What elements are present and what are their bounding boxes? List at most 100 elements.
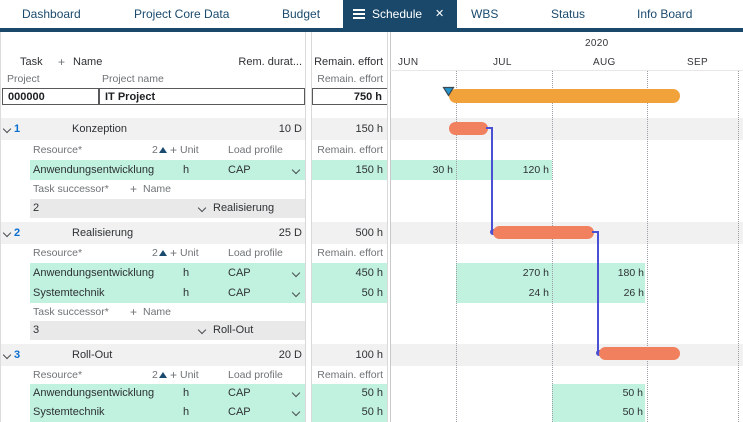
allocation-value[interactable]: 50 h	[622, 406, 643, 418]
project-effort-input[interactable]	[312, 88, 388, 105]
task-effort[interactable]: 500 h	[355, 227, 383, 239]
successor-name[interactable]: Realisierung	[213, 202, 275, 214]
successor-number[interactable]: 3	[33, 324, 40, 336]
tab-budget[interactable]: Budget	[282, 7, 321, 21]
load-profile-column-label: Load profile	[228, 369, 283, 381]
resource-name[interactable]: Anwendungsentwicklung	[33, 267, 155, 279]
resource-load-profile[interactable]: CAP	[228, 387, 251, 399]
unit-column-label: Unit	[180, 369, 199, 381]
column-header-name[interactable]: Name	[73, 56, 103, 68]
add-resource-button[interactable]: +	[170, 143, 178, 157]
project-input-row	[0, 87, 743, 106]
sort-ascending-icon[interactable]	[159, 372, 167, 378]
resource-row: Anwendungsentwicklung h CAP 450 h	[0, 263, 743, 283]
add-task-button[interactable]: +	[58, 55, 66, 69]
task-effort[interactable]: 100 h	[355, 349, 383, 361]
add-resource-button[interactable]: +	[170, 246, 178, 260]
resource-row-background	[312, 160, 388, 180]
allocation-value[interactable]: 26 h	[623, 287, 644, 299]
tab-wbs[interactable]: WBS	[471, 7, 499, 21]
task-row-background	[312, 344, 388, 366]
task-duration[interactable]: 25 D	[278, 227, 302, 239]
sort-ascending-icon[interactable]	[159, 250, 167, 256]
task-name[interactable]: Realisierung	[72, 227, 134, 239]
resource-unit[interactable]: h	[183, 287, 190, 299]
sort-ascending-icon[interactable]	[159, 147, 167, 153]
tab-dashboard[interactable]: Dashboard	[22, 7, 81, 21]
table-gantt-divider[interactable]	[387, 32, 391, 422]
column-divider[interactable]	[305, 32, 312, 422]
close-icon[interactable]: ✕	[435, 8, 445, 20]
resource-row: Systemtechnik h CAP 50 h	[0, 283, 743, 303]
tab-status[interactable]: Status	[551, 7, 586, 21]
successor-name-label: Name	[143, 183, 172, 195]
gantt-month-label: SEP	[687, 57, 708, 68]
column-header-effort[interactable]: Remain. effort	[314, 56, 383, 68]
tab-schedule-label: Schedule	[372, 7, 423, 21]
resource-effort[interactable]: 50 h	[361, 287, 383, 299]
resource-name[interactable]: Anwendungsentwicklung	[33, 164, 155, 176]
column-header-task[interactable]: Task	[20, 56, 43, 68]
gantt-bar-project[interactable]	[449, 89, 680, 103]
task-number[interactable]: 2	[14, 227, 21, 239]
resource-unit[interactable]: h	[183, 406, 190, 418]
task-name[interactable]: Konzeption	[72, 123, 128, 135]
allocation-value[interactable]: 50 h	[622, 387, 643, 399]
resource-unit[interactable]: h	[183, 267, 190, 279]
resource-name[interactable]: Systemtechnik	[33, 287, 105, 299]
resource-name[interactable]: Systemtechnik	[33, 406, 105, 418]
task-duration[interactable]: 10 D	[278, 123, 302, 135]
resource-load-profile[interactable]: CAP	[228, 164, 251, 176]
resource-effort[interactable]: 150 h	[355, 164, 383, 176]
task-effort[interactable]: 150 h	[355, 123, 383, 135]
menu-icon[interactable]	[353, 9, 365, 19]
task-number[interactable]: 1	[14, 123, 21, 135]
tab-info-board[interactable]: Info Board	[637, 7, 693, 21]
add-successor-button[interactable]: +	[130, 182, 138, 196]
resource-row-background	[312, 384, 388, 403]
successor-name[interactable]: Roll-Out	[213, 324, 254, 336]
sort-count[interactable]: 2	[152, 369, 158, 381]
resource-unit[interactable]: h	[183, 164, 190, 176]
resource-load-profile[interactable]: CAP	[228, 287, 251, 299]
task-row-background	[0, 118, 305, 140]
resource-unit[interactable]: h	[183, 387, 190, 399]
task-duration[interactable]: 20 D	[278, 349, 302, 361]
project-id-input[interactable]	[2, 88, 99, 105]
allocation-value[interactable]: 120 h	[522, 164, 549, 176]
resource-load-profile[interactable]: CAP	[228, 267, 251, 279]
gantt-bar-konzeption[interactable]	[449, 122, 488, 135]
project-name-input[interactable]	[99, 88, 305, 105]
allocation-value[interactable]: 30 h	[432, 164, 453, 176]
sort-count[interactable]: 2	[152, 144, 158, 156]
allocation-value[interactable]: 270 h	[522, 267, 549, 279]
tab-project-core-data[interactable]: Project Core Data	[134, 7, 230, 21]
project-start-marker-icon	[442, 86, 455, 97]
resource-row: Anwendungsentwicklung h CAP 150 h	[0, 160, 743, 180]
gantt-bar-realisierung[interactable]	[493, 226, 594, 239]
allocation-value[interactable]: 24 h	[528, 287, 549, 299]
successor-number[interactable]: 2	[33, 202, 40, 214]
dependency-connector	[486, 127, 493, 129]
tab-bar: Dashboard Project Core Data Budget Sched…	[0, 0, 743, 28]
task-number[interactable]: 3	[14, 349, 21, 361]
menu-icon-bar	[353, 17, 365, 19]
task-name[interactable]: Roll-Out	[72, 349, 113, 361]
gantt-month-label: AUG	[593, 57, 616, 68]
dependency-connector	[597, 231, 599, 352]
successor-header-row: Task successor* + Name	[0, 180, 743, 199]
resource-load-profile[interactable]: CAP	[228, 406, 251, 418]
allocation-value[interactable]: 180 h	[617, 267, 644, 279]
resource-row-background	[30, 160, 306, 180]
resource-effort[interactable]: 50 h	[361, 387, 383, 399]
resource-effort[interactable]: 450 h	[355, 267, 383, 279]
add-resource-button[interactable]: +	[170, 368, 178, 382]
task-row: 3 Roll-Out 20 D 100 h	[0, 344, 743, 366]
tab-schedule[interactable]: Schedule ✕	[343, 0, 457, 28]
gantt-bar-rollout[interactable]	[599, 347, 680, 360]
resource-effort[interactable]: 50 h	[361, 406, 383, 418]
add-successor-button[interactable]: +	[130, 305, 138, 319]
resource-name[interactable]: Anwendungsentwicklung	[33, 387, 155, 399]
column-header-duration[interactable]: Rem. durat...	[238, 56, 302, 68]
sort-count[interactable]: 2	[152, 247, 158, 259]
